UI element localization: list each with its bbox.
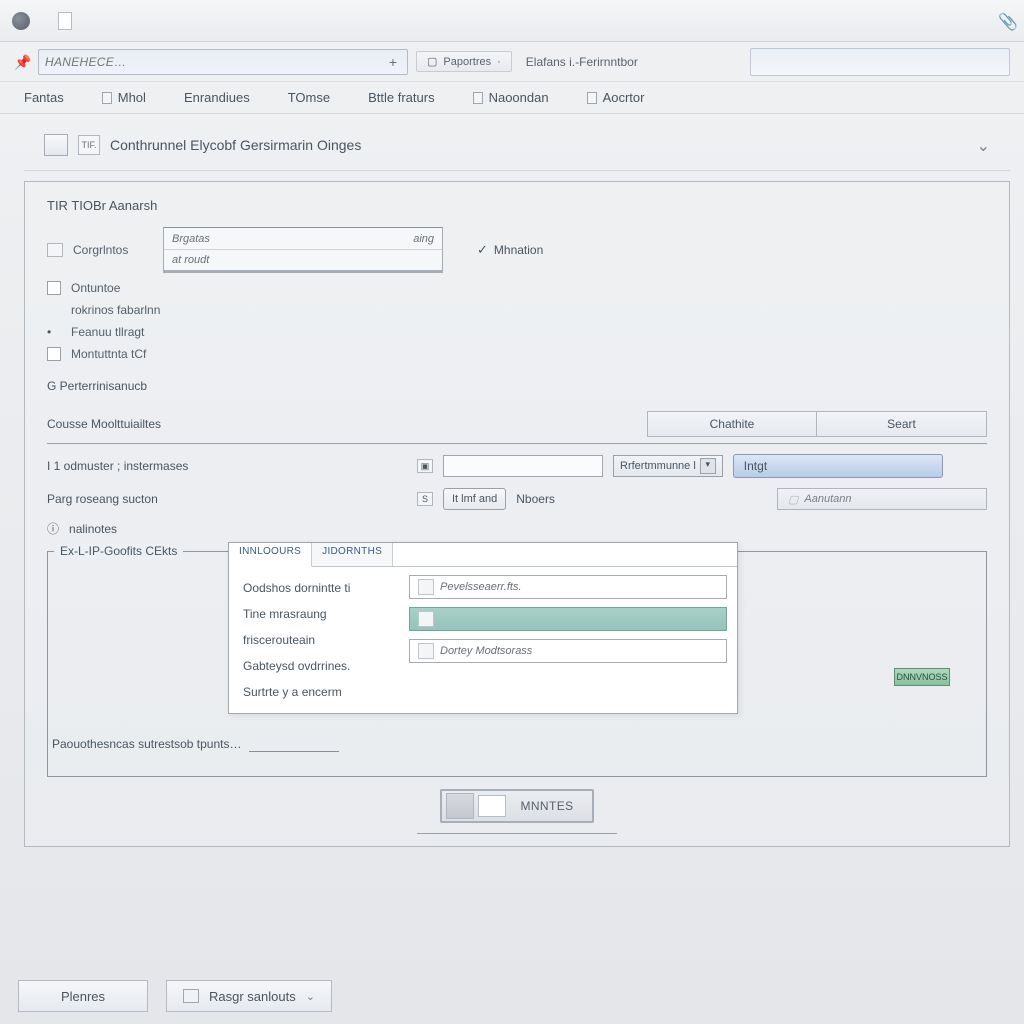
dropdown[interactable]: Rrfertmmunne l ▾	[613, 455, 723, 477]
toolbar-right-field[interactable]	[750, 48, 1010, 76]
tab-right[interactable]: Seart	[817, 411, 987, 437]
popup-tabs: Innloours Jidornths	[229, 543, 737, 567]
menu-icon	[473, 92, 483, 104]
menu-icon	[102, 92, 112, 104]
chevron-down-icon: ⌄	[306, 990, 315, 1003]
row-label: Ontuntoe	[71, 281, 151, 295]
row-properties: Corgrlntos Brgatas aing at roudt ✓ Mhnat…	[47, 227, 987, 273]
menu-item-5[interactable]: Naoondan	[473, 90, 549, 105]
row-text-2: • Feanuu tllragt	[47, 325, 987, 339]
menu-item-6[interactable]: Aocrtor	[587, 90, 645, 105]
list-item[interactable]: Surtrte y a encerm	[239, 679, 399, 705]
popup-field-3[interactable]: Dortey Modtsorass	[409, 639, 727, 663]
bottom-bar: Plenres Rasgr sanlouts ⌄	[18, 980, 332, 1012]
check-icon: ✓	[477, 242, 488, 258]
row-label: Montuttnta tCf	[71, 347, 151, 361]
menu-icon	[587, 92, 597, 104]
control-row-1: I 1 odmuster ; instermases ▣ Rrfertmmunn…	[47, 454, 987, 478]
stacked-select[interactable]: Brgatas aing at roudt	[163, 227, 443, 273]
list-item[interactable]: Tine mrasraung	[239, 601, 399, 627]
tab-pair: Chathite Seart	[647, 411, 987, 437]
popup-tab-0[interactable]: Innloours	[229, 543, 312, 567]
footer-btn-icon	[446, 793, 474, 819]
menu-item-2[interactable]: Enrandiues	[184, 90, 250, 105]
control-row-2: Parg roseang sucton S It lmf and Nboers …	[47, 488, 987, 510]
search-input[interactable]	[45, 55, 385, 69]
popup-list: Oodshos dornintte ti Tine mrasraung fris…	[239, 575, 399, 705]
pin-icon: 📌	[14, 54, 30, 70]
list-item[interactable]: Gabteysd ovdrrines.	[239, 653, 399, 679]
checkbox[interactable]	[47, 347, 61, 361]
row-checkbox-2: Montuttnta tCf	[47, 347, 987, 361]
bottom-button-2[interactable]: Rasgr sanlouts ⌄	[166, 980, 332, 1012]
checkbox[interactable]	[47, 281, 61, 295]
bottom-button-1[interactable]: Plenres	[18, 980, 148, 1012]
side-checkbox[interactable]: ✓ Mhnation	[477, 242, 543, 258]
list-item[interactable]: friscerouteain	[239, 627, 399, 653]
footer-btn-box	[478, 795, 506, 817]
add-icon[interactable]: +	[385, 54, 401, 70]
secondary-button[interactable]: ▢ Aanutann	[777, 488, 987, 510]
toolbar-primary: 📌 + ▢ Paportres · Elafans i.-Ferirnntbor	[0, 42, 1024, 82]
popup-field-1[interactable]: Pevelsseaerr.fts.	[409, 575, 727, 599]
popup-window: Innloours Jidornths Oodshos dornintte ti…	[228, 542, 738, 714]
collapse-icon[interactable]: ⌄	[977, 136, 990, 156]
menu-item-1[interactable]: Mhol	[102, 90, 146, 105]
popup-field-selected[interactable]	[409, 607, 727, 631]
btn-icon: ▢	[788, 493, 798, 506]
tab-left[interactable]: Chathite	[647, 411, 817, 437]
row-label: Feanuu tllragt	[71, 325, 151, 339]
subheader-2: Cousse Moolttuiailtes Chathite Seart	[47, 411, 987, 444]
control-row-3: ⓘ nalinotes	[47, 520, 987, 537]
group-suffix: ·	[497, 56, 501, 68]
toolbar-label-secondary: Elafans i.-Ferirnntbor	[526, 55, 638, 69]
btn-icon	[183, 989, 199, 1003]
section-header: TIF. Conthrunnel Elycobf Gersirmarin Oin…	[24, 128, 1010, 171]
menubar: Fantas Mhol Enrandiues TOmse Bttle fratu…	[0, 82, 1024, 114]
row-label: rokrinos fabarlnn	[71, 303, 160, 317]
menu-item-0[interactable]: Fantas	[24, 90, 64, 105]
footer-divider	[417, 833, 617, 834]
main-panel: TIR TIOBr Aanarsh Corgrlntos Brgatas ain…	[24, 181, 1010, 847]
primary-button[interactable]: Intgt	[733, 454, 943, 478]
sub-panel-bottom: Paouothesncas sutrestsob tpunts…	[48, 732, 986, 756]
document-icon	[58, 12, 72, 30]
popup-fields: Pevelsseaerr.fts. Dortey Modtsorass	[409, 575, 727, 705]
text-field[interactable]	[443, 455, 603, 477]
app-icon	[12, 12, 30, 30]
footer-button[interactable]: mnntes	[440, 789, 593, 823]
group-label: Paportres	[443, 56, 491, 68]
row-label: Corgrlntos	[73, 243, 153, 257]
panel-title: TIR TIOBr Aanarsh	[47, 198, 987, 213]
section-title: Conthrunnel Elycobf Gersirmarin Oinges	[110, 137, 361, 153]
sub-panel: Ex-L-IP-Goofits CEkts Innloours Jidornth…	[47, 551, 987, 777]
popup-tab-1[interactable]: Jidornths	[312, 543, 393, 566]
status-chip: Dnnvnoss	[894, 668, 950, 686]
subheader-1: G Perterrinisanucb	[47, 379, 987, 393]
sub-panel-title: Ex-L-IP-Goofits CEkts	[54, 544, 183, 558]
pill-button[interactable]: It lmf and	[443, 488, 506, 510]
save-icon[interactable]: ▣	[417, 459, 433, 473]
section-icon-1	[44, 134, 68, 156]
row-text-1: rokrinos fabarlnn	[47, 303, 987, 317]
menu-item-3[interactable]: TOmse	[288, 90, 330, 105]
attachment-icon: 📎	[998, 12, 1012, 30]
menu-item-4[interactable]: Bttle fraturs	[368, 90, 434, 105]
field-icon	[418, 611, 434, 627]
row-checkbox-1: Ontuntoe	[47, 281, 987, 295]
search-box[interactable]: +	[38, 49, 408, 75]
titlebar: 📎	[0, 0, 1024, 42]
group-icon: ▢	[427, 55, 437, 68]
row-icon	[47, 243, 63, 257]
icon: S	[417, 492, 433, 506]
toolbar-group-button[interactable]: ▢ Paportres ·	[416, 51, 512, 72]
field-icon	[418, 579, 434, 595]
list-item[interactable]: Oodshos dornintte ti	[239, 575, 399, 601]
underline-field[interactable]	[249, 736, 339, 752]
section-icon-2: TIF.	[78, 135, 100, 155]
dropdown-arrow-icon: ▾	[700, 458, 716, 474]
field-icon	[418, 643, 434, 659]
